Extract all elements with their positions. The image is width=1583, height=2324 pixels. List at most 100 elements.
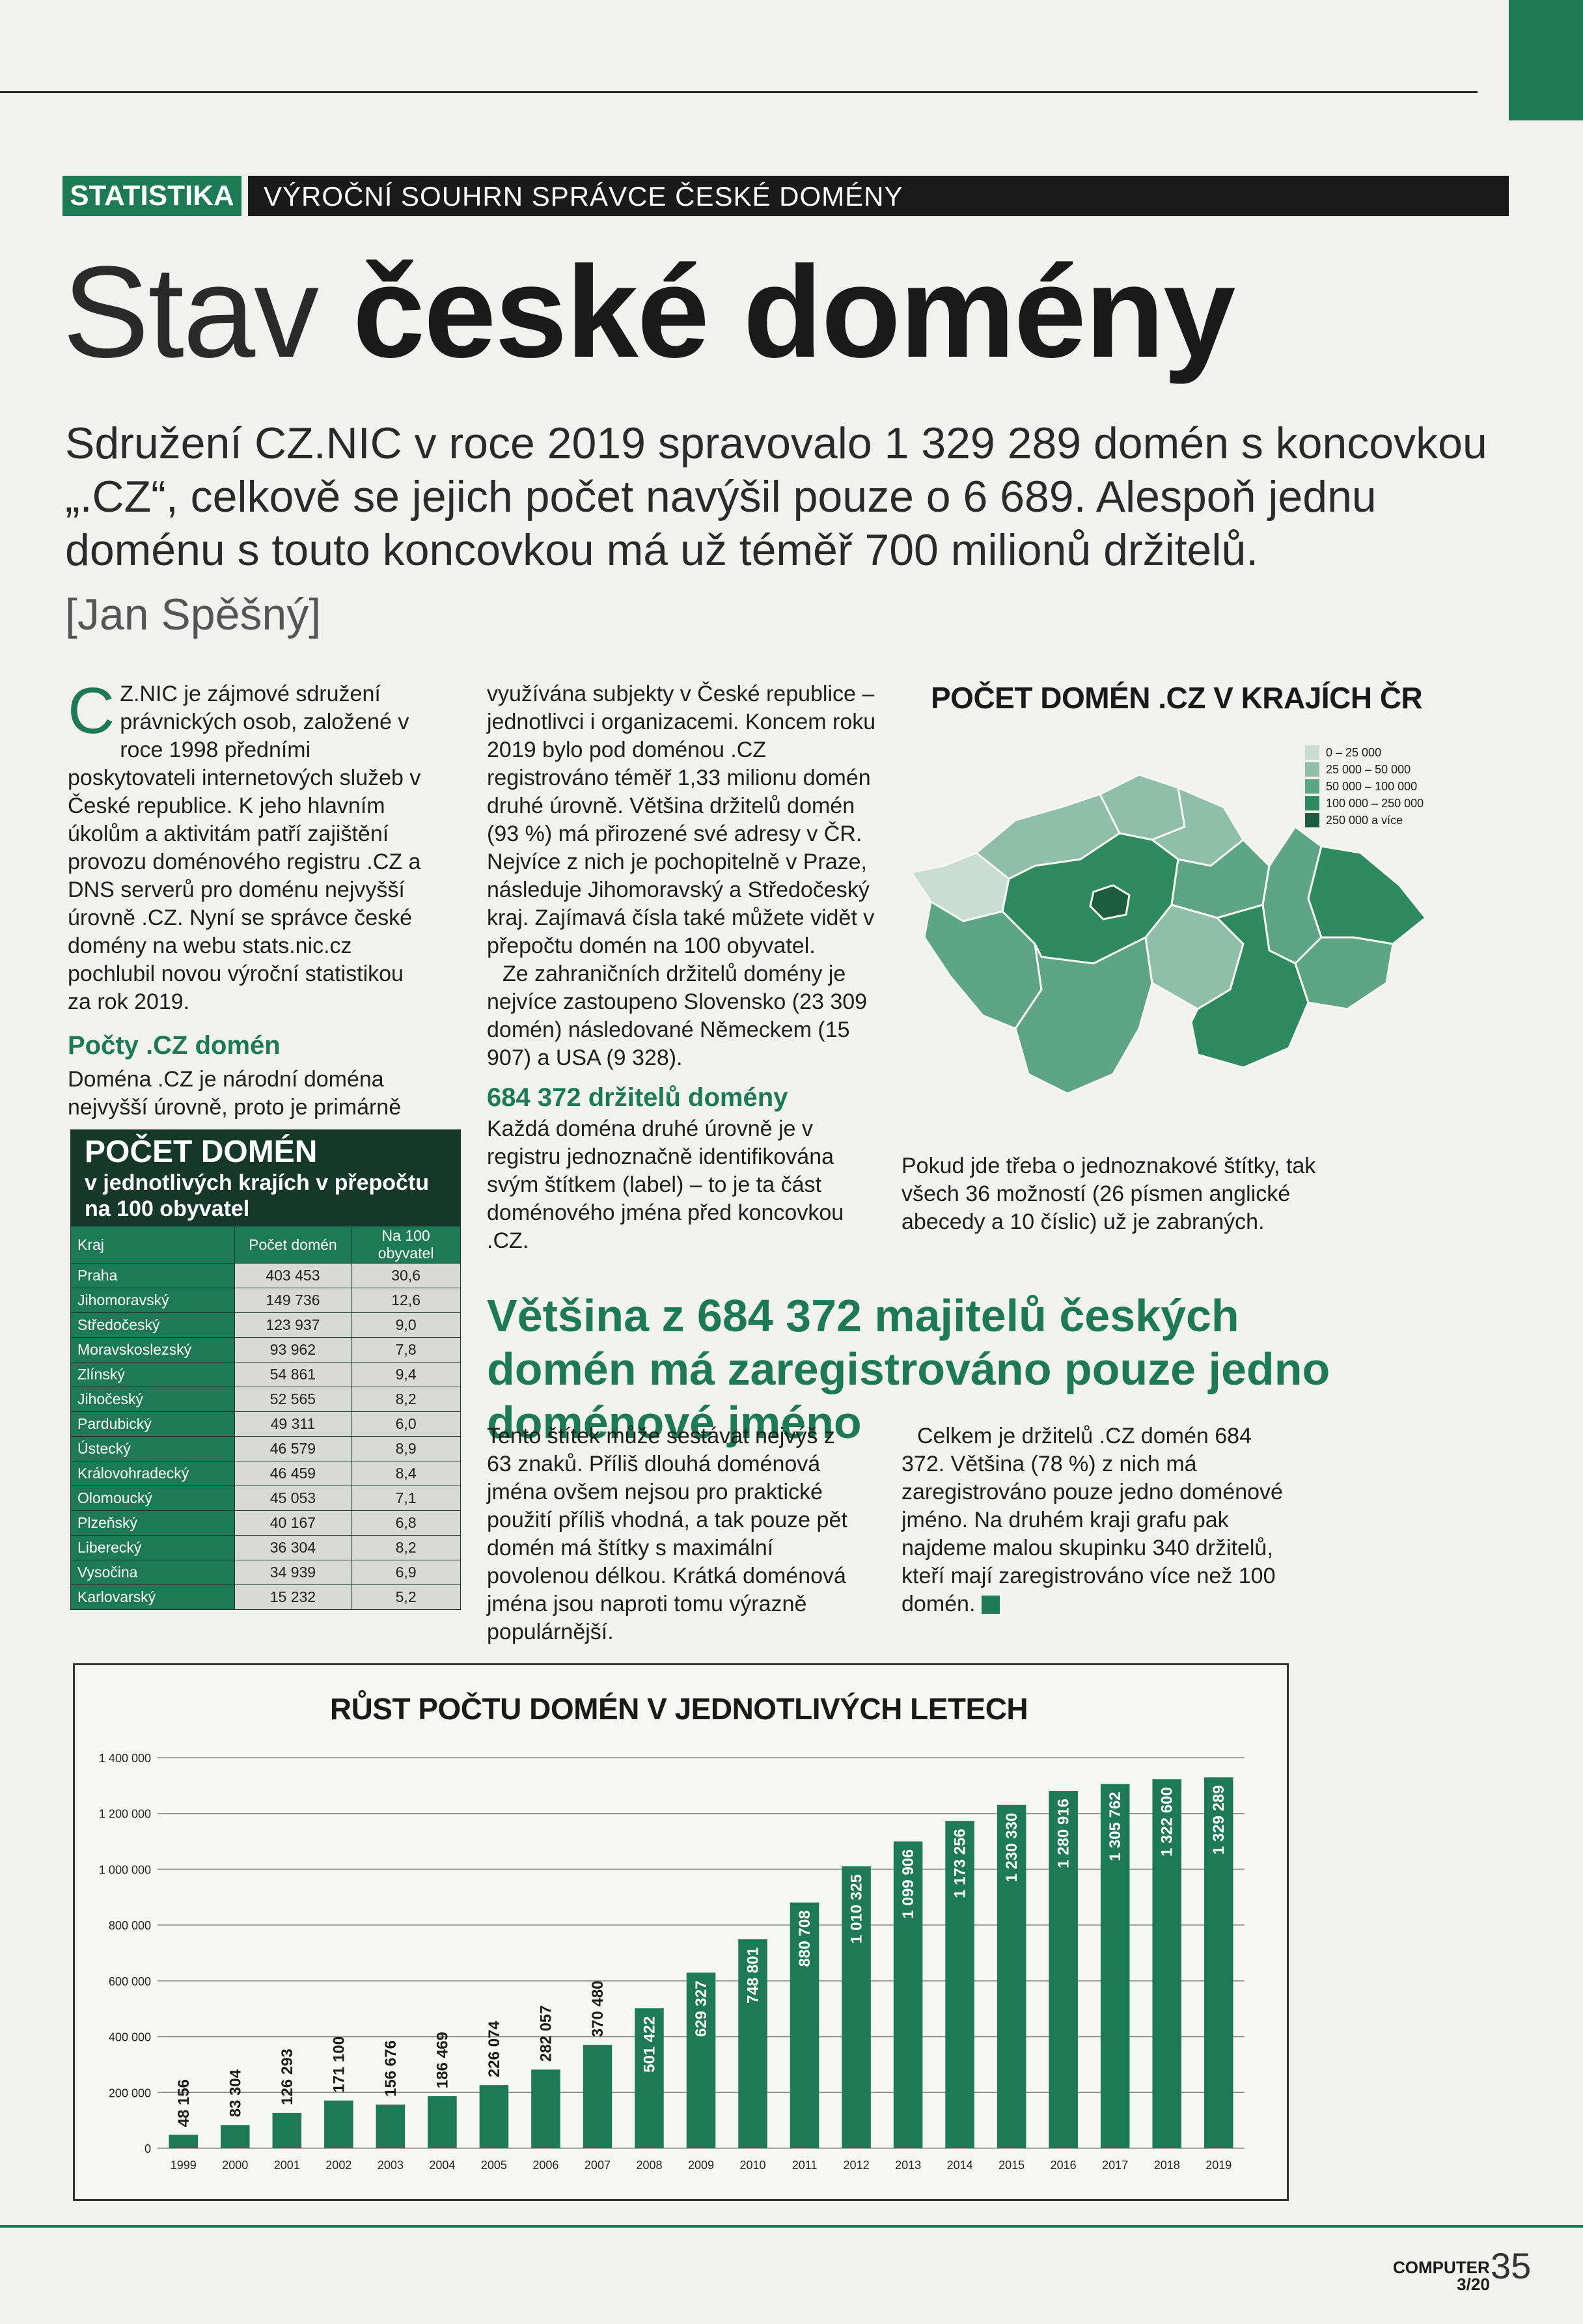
headline-bold: české domény [352,240,1236,385]
table-row: Ústecký 46 579 8,9 [70,1436,461,1461]
x-tick-label: 2001 [274,2159,300,2172]
per100-cell: 12,6 [351,1288,461,1313]
region-table-body: Praha 403 453 30,6 Jihomoravský 149 736 12,6 S… [70,1263,461,1610]
y-tick-label: 200 000 [109,2086,151,2099]
y-tick-label: 800 000 [109,1919,151,1932]
per100-cell: 8,9 [351,1436,461,1461]
bar-2016 [1049,1791,1078,2148]
rubric-subtitle: VÝROČNÍ SOUHRN SPRÁVCE ČESKÉ DOMÉNY [264,181,903,212]
bar-2015 [997,1805,1026,2148]
x-tick-label: 2018 [1154,2159,1180,2172]
domain-count-cell: 54 861 [234,1362,352,1387]
domain-count-cell: 403 453 [234,1263,352,1288]
bar-value-label: 186 469 [434,2032,451,2088]
magazine-issue: 3/20 [1457,2275,1490,2294]
bar-value-label: 48 156 [175,2079,193,2127]
region-name-cell: Liberecký [70,1535,235,1560]
domain-count-cell: 34 939 [234,1560,352,1585]
col2-paragraph-3: Každá doména druhé úrovně je v registru … [487,1116,844,1253]
region-jihocesky [1014,935,1153,1095]
headline-light: Stav [62,240,319,385]
bar-value-label: 1 010 325 [848,1874,866,1944]
rubric-gap [241,176,248,216]
col2-paragraph-1: využívána subjekty v České republice – j… [487,682,876,958]
pull-quote: Většina z 684 372 majitelů českých domén… [487,1290,1330,1448]
bar-2004 [428,2096,457,2148]
page-number: 35 [1491,2245,1532,2286]
bar-2013 [893,1841,923,2148]
legend-swatch [1305,762,1319,777]
bar-2018 [1152,1779,1181,2148]
region-name-cell: Jihočeský [70,1387,235,1412]
y-tick-label: 600 000 [109,1975,151,1988]
bar-2010 [738,1939,767,2148]
x-tick-label: 2012 [844,2159,870,2172]
x-tick-label: 2003 [378,2159,404,2172]
per100-cell: 8,4 [351,1461,461,1486]
bar-2011 [790,1902,819,2148]
domain-count-cell: 46 459 [234,1461,352,1486]
bar-value-label: 1 329 289 [1210,1785,1228,1855]
bar-value-label: 171 100 [330,2036,348,2093]
bar-value-label: 1 173 256 [952,1829,969,1898]
col1-paragraph-2: Doména .CZ je národní doména nejvyšší úr… [68,1067,402,1120]
region-name-cell: Praha [70,1263,235,1288]
col3-paragraph-1: Pokud jde třeba o jednoznakové štítky, t… [902,1154,1316,1234]
table-row: Plzeňský 40 167 6,8 [70,1510,461,1536]
x-tick-label: 2013 [895,2159,921,2172]
x-tick-label: 2000 [222,2159,248,2172]
region-name-cell: Pardubický [70,1411,235,1437]
legend-item: 250 000 a více [1305,813,1403,827]
per100-cell: 6,9 [351,1560,461,1585]
region-name-cell: Moravskoslezský [70,1337,235,1363]
bar-value-label: 629 327 [693,1980,710,2037]
table-row: Zlínský 54 861 9,4 [70,1362,461,1387]
x-tick-label: 2017 [1102,2159,1128,2172]
legend-label: 0 – 25 000 [1326,745,1382,759]
legend-label: 100 000 – 250 000 [1326,796,1424,810]
bar-value-label: 156 676 [382,2040,400,2097]
col4-paragraph-1: Tento štítek může sestávat nejvýš z 63 z… [487,1424,847,1644]
per100-cell: 30,6 [351,1263,461,1288]
table-row: Královohradecký 46 459 8,4 [70,1461,461,1486]
domain-count-cell: 123 937 [234,1312,352,1338]
col1-paragraph-1: Z.NIC je zájmové sdružení právnických os… [68,682,421,1014]
lead-paragraph: Sdružení CZ.NIC v roce 2019 spravovalo 1… [65,419,1487,575]
dropcap: C [68,674,115,747]
bar-value-label: 1 230 330 [1003,1813,1021,1883]
per100-cell: 6,0 [351,1411,461,1437]
page-edge-tab [1509,0,1583,120]
region-name-cell: Královohradecký [70,1461,235,1486]
x-tick-label: 2006 [532,2159,558,2172]
table-row: Pardubický 49 311 6,0 [70,1411,461,1437]
col2-subhead: 684 372 držitelů domény [487,1083,788,1112]
column-3: Pokud jde třeba o jednoznakové štítky, t… [902,1152,1318,1236]
magazine-name: COMPUTER [1393,2258,1490,2277]
legend-label: 25 000 – 50 000 [1326,762,1411,776]
x-tick-label: 2015 [998,2159,1025,2172]
x-tick-label: 1999 [171,2159,197,2172]
legend-swatch [1305,745,1319,760]
domain-count-cell: 49 311 [234,1411,352,1437]
rubric-tag: STATISTIKA [62,176,241,216]
table-row: Vysočina 34 939 6,9 [70,1560,461,1585]
region-name-cell: Středočeský [70,1312,235,1338]
domain-count-cell: 149 736 [234,1288,352,1313]
y-tick-label: 0 [145,2142,151,2155]
bar-value-label: 748 801 [745,1947,762,2004]
region-table: Kraj Počet domén Na 100 obyvatel Praha 40… [70,1226,461,1610]
bar-value-label: 1 280 916 [1055,1799,1073,1868]
domain-count-cell: 46 579 [234,1436,352,1461]
end-mark [981,1596,1000,1614]
legend-swatch [1305,813,1319,827]
bar-value-label: 226 074 [486,2021,503,2077]
domain-count-cell: 52 565 [234,1387,352,1412]
x-tick-label: 2011 [792,2159,818,2172]
region-moravskoslezsky [1307,845,1427,945]
legend-item: 25 000 – 50 000 [1305,762,1411,777]
domain-count-cell: 15 232 [234,1584,352,1610]
y-tick-label: 1 400 000 [99,1752,151,1765]
x-tick-label: 2019 [1205,2159,1232,2172]
col1-subhead: Počty .CZ domén [68,1031,281,1060]
czech-map [909,773,1427,1095]
